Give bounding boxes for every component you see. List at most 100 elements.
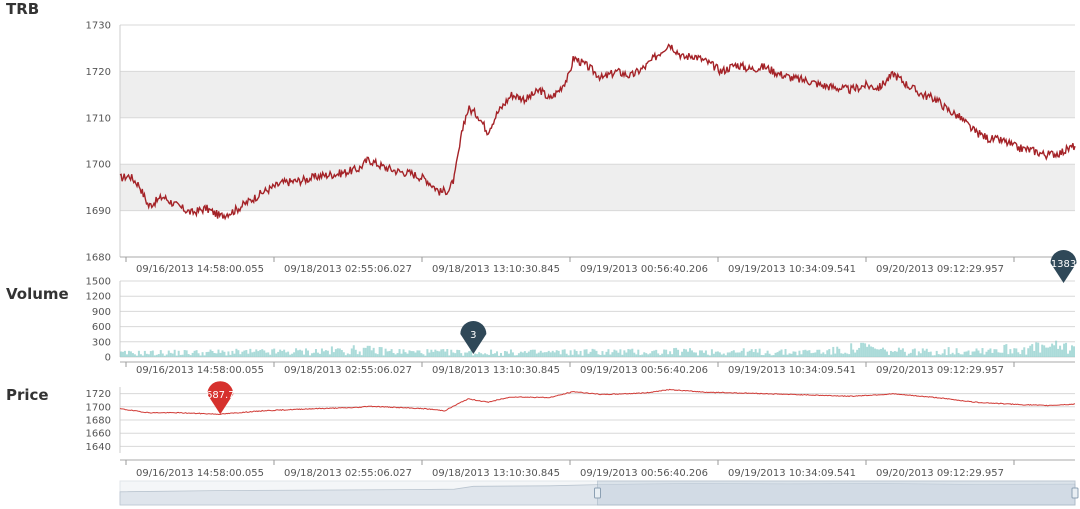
volume-bar [673,348,676,357]
volume-bar [800,354,803,357]
volume-bar [698,350,701,357]
volume-bar [523,351,526,357]
volume-bar [645,353,648,357]
volume-bar [836,346,839,357]
volume-bar [374,353,377,357]
volume-bar [247,353,250,357]
volume-bar [545,352,548,357]
volume-bar [235,348,238,357]
y-tick-label: 1660 [86,429,111,440]
volume-bar [790,353,793,357]
volume-bar [901,348,904,357]
volume-bar [669,351,672,357]
volume-bar [1007,354,1010,357]
volume-bar [613,349,616,357]
volume-bar [887,354,890,357]
volume-bar [279,349,282,357]
navigator-handle-left[interactable] [594,487,601,499]
volume-bar [563,349,566,357]
volume-bar [307,350,310,357]
volume-bar [635,354,638,357]
volume-bar [155,354,158,357]
x-tick-label: 09/18/2013 02:55:06.027 [284,468,412,479]
volume-bar [167,350,170,357]
volume-bar [679,355,682,357]
volume-bar [661,353,664,357]
volume-bar [1009,349,1012,357]
volume-bar [535,353,538,357]
volume-bar [181,354,184,357]
volume-bar [671,354,674,357]
volume-bar [587,353,590,357]
volume-bar [718,352,721,357]
volume-bar [414,352,417,357]
volume-bar [209,349,212,357]
volume-bar [750,349,753,357]
grid-band [120,164,1075,211]
navigator-handle-right[interactable] [1071,487,1079,499]
volume-bar [533,349,536,357]
marker-pin-shape [460,321,487,354]
volume-bar [752,352,755,357]
volume-bar [368,345,371,357]
volume-bar [796,355,799,357]
volume-bar [1053,345,1056,357]
volume-bar [738,352,741,357]
volume-bar [120,351,122,357]
volume-bar [575,351,578,357]
volume-bar [977,350,980,357]
volume-bar [991,352,994,357]
volume-bar [756,352,759,357]
volume-bar [655,349,658,357]
volume-bar [376,354,379,357]
volume-bar [716,351,719,357]
volume-bar [734,352,737,357]
volume-bar [720,354,723,357]
x-tick-label: 09/19/2013 00:56:40.206 [580,264,708,275]
volume-bar [772,355,775,357]
volume-bar [207,351,210,357]
volume-bar [941,353,944,357]
volume-bar [291,353,294,357]
volume-bar [305,348,308,357]
volume-bar [818,349,821,357]
volume-bar [149,351,152,357]
volume-bar [629,349,632,357]
volume-bar [878,349,881,357]
volume-bar [211,351,214,357]
volume-bar [758,348,761,357]
volume-bar [569,350,572,357]
volume-bar [872,347,875,357]
volume-bar [509,349,512,357]
volume-bar [1039,352,1042,357]
volume-bar [794,351,797,357]
volume-bar [880,348,883,357]
volume-bar [438,351,441,357]
volume-bar [710,349,713,357]
y-tick-label: 1640 [86,442,111,453]
volume-bar [1003,344,1006,357]
volume-bar [358,351,361,357]
volume-bar [583,349,586,357]
volume-bar [492,353,495,357]
volume-bar [975,348,978,357]
x-tick-label: 09/19/2013 00:56:40.206 [580,468,708,479]
volume-bar [322,351,325,357]
volume-bar [963,351,966,357]
volume-bar [185,350,188,357]
volume-bar [804,349,807,357]
volume-bar [334,349,337,357]
volume-bar [370,350,373,357]
volume-bar [983,354,986,357]
volume-bar [850,343,853,357]
volume-bar [484,353,487,357]
volume-bar [553,352,556,357]
volume-bar [1065,342,1068,357]
volume-bar [581,355,584,357]
volume-bar [706,354,709,357]
panel-1: 0 300 600 900 1200 1500 09/16/2013 14:58:00.05… [86,250,1077,376]
volume-bar [125,354,128,357]
volume-bar [151,350,154,357]
volume-bar [380,347,383,357]
